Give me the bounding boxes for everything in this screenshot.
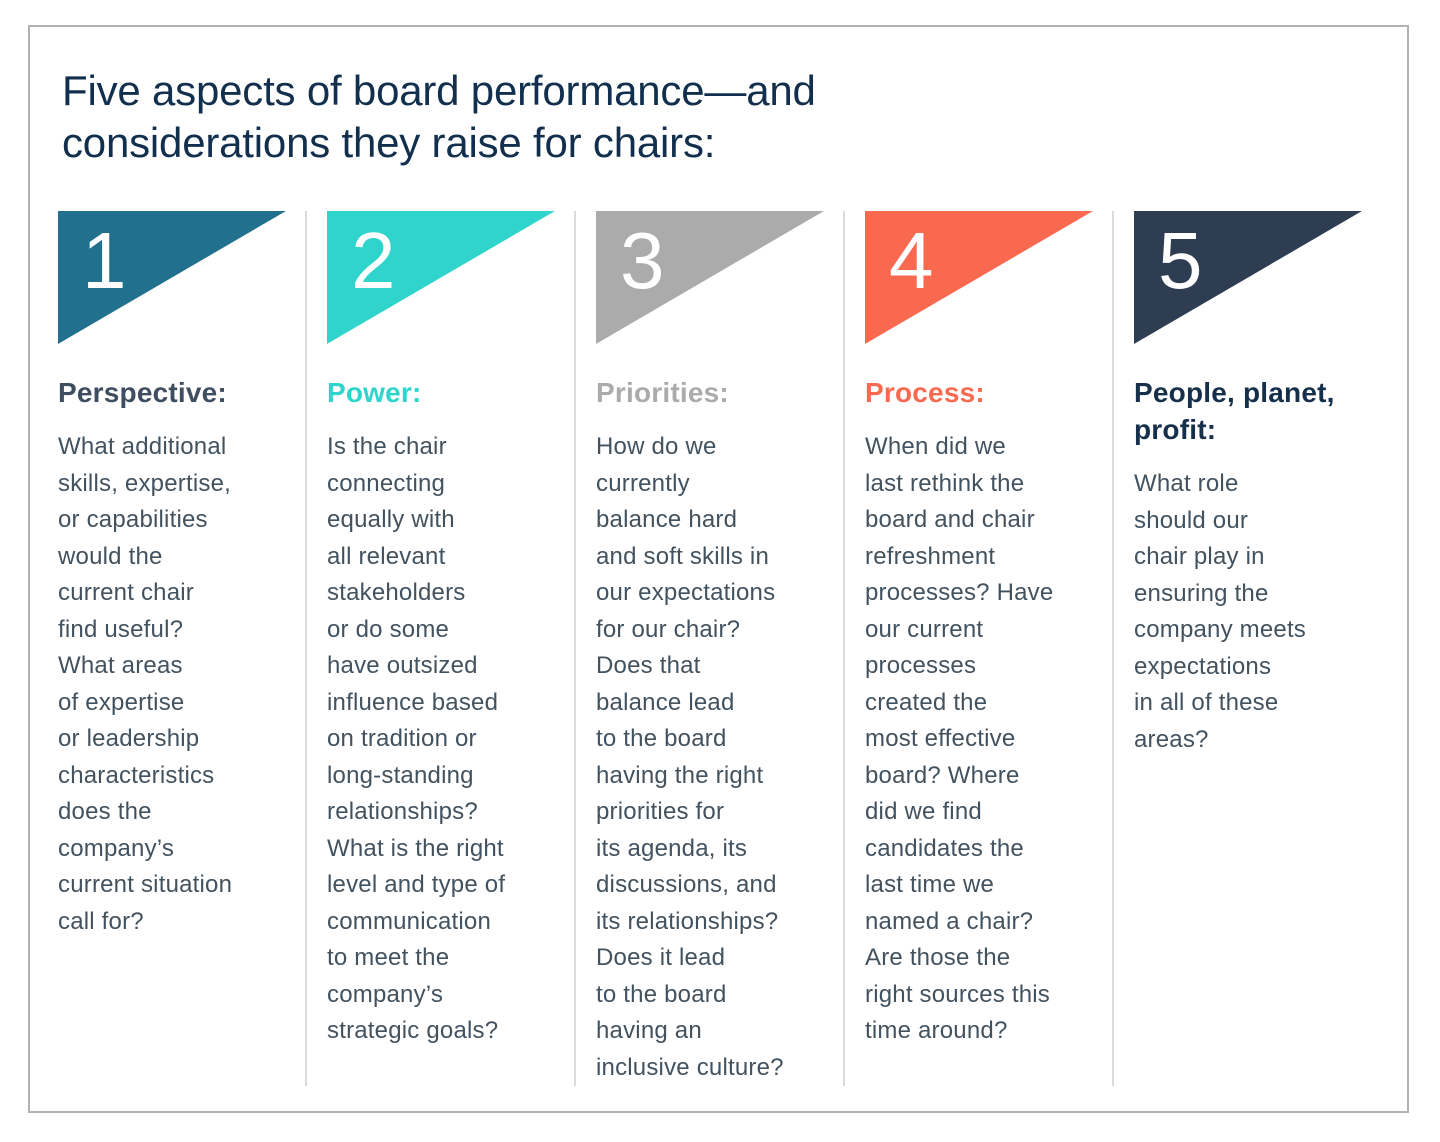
flag-number: 4 xyxy=(889,216,934,305)
column-heading: People, planet, profit: xyxy=(1134,377,1335,445)
column-body-text: Is the chair connecting equally with all… xyxy=(327,433,506,1044)
column-heading: Power: xyxy=(327,377,422,408)
numbered-flag-triangle: 5 xyxy=(1134,211,1362,344)
column-body-text: What role should our chair play in ensur… xyxy=(1134,470,1307,753)
column-heading: Perspective: xyxy=(58,377,227,408)
exhibit-card: Five aspects of board performance—and co… xyxy=(28,25,1409,1113)
column-perspective: 1 Perspective: What additional skills, e… xyxy=(58,211,305,1086)
column-power: 2 Power: Is the chair connecting equally… xyxy=(305,211,574,1086)
column-priorities: 3 Priorities: How do we currently balanc… xyxy=(574,211,843,1086)
column-heading: Priorities: xyxy=(596,377,729,408)
flag-number: 2 xyxy=(351,216,396,305)
page-title: Five aspects of board performance—and co… xyxy=(62,67,816,166)
numbered-flag-triangle: 4 xyxy=(865,211,1093,344)
column-body-text: What additional skills, expertise, or ca… xyxy=(58,433,233,935)
flag-number: 3 xyxy=(620,216,665,305)
column-body-text: How do we currently balance hard and sof… xyxy=(596,433,784,1081)
numbered-flag-triangle: 1 xyxy=(58,211,286,344)
column-people-planet-profit: 5 People, planet, profit: What role shou… xyxy=(1112,211,1381,1086)
numbered-flag-triangle: 3 xyxy=(596,211,824,344)
column-body-text: When did we last rethink the board and c… xyxy=(865,433,1054,1044)
numbered-flag-triangle: 2 xyxy=(327,211,555,344)
flag-number: 5 xyxy=(1158,216,1203,305)
flag-number: 1 xyxy=(82,216,127,305)
columns-row: 1 Perspective: What additional skills, e… xyxy=(58,211,1381,1086)
column-process: 4 Process: When did we last rethink the … xyxy=(843,211,1112,1086)
column-heading: Process: xyxy=(865,377,985,408)
